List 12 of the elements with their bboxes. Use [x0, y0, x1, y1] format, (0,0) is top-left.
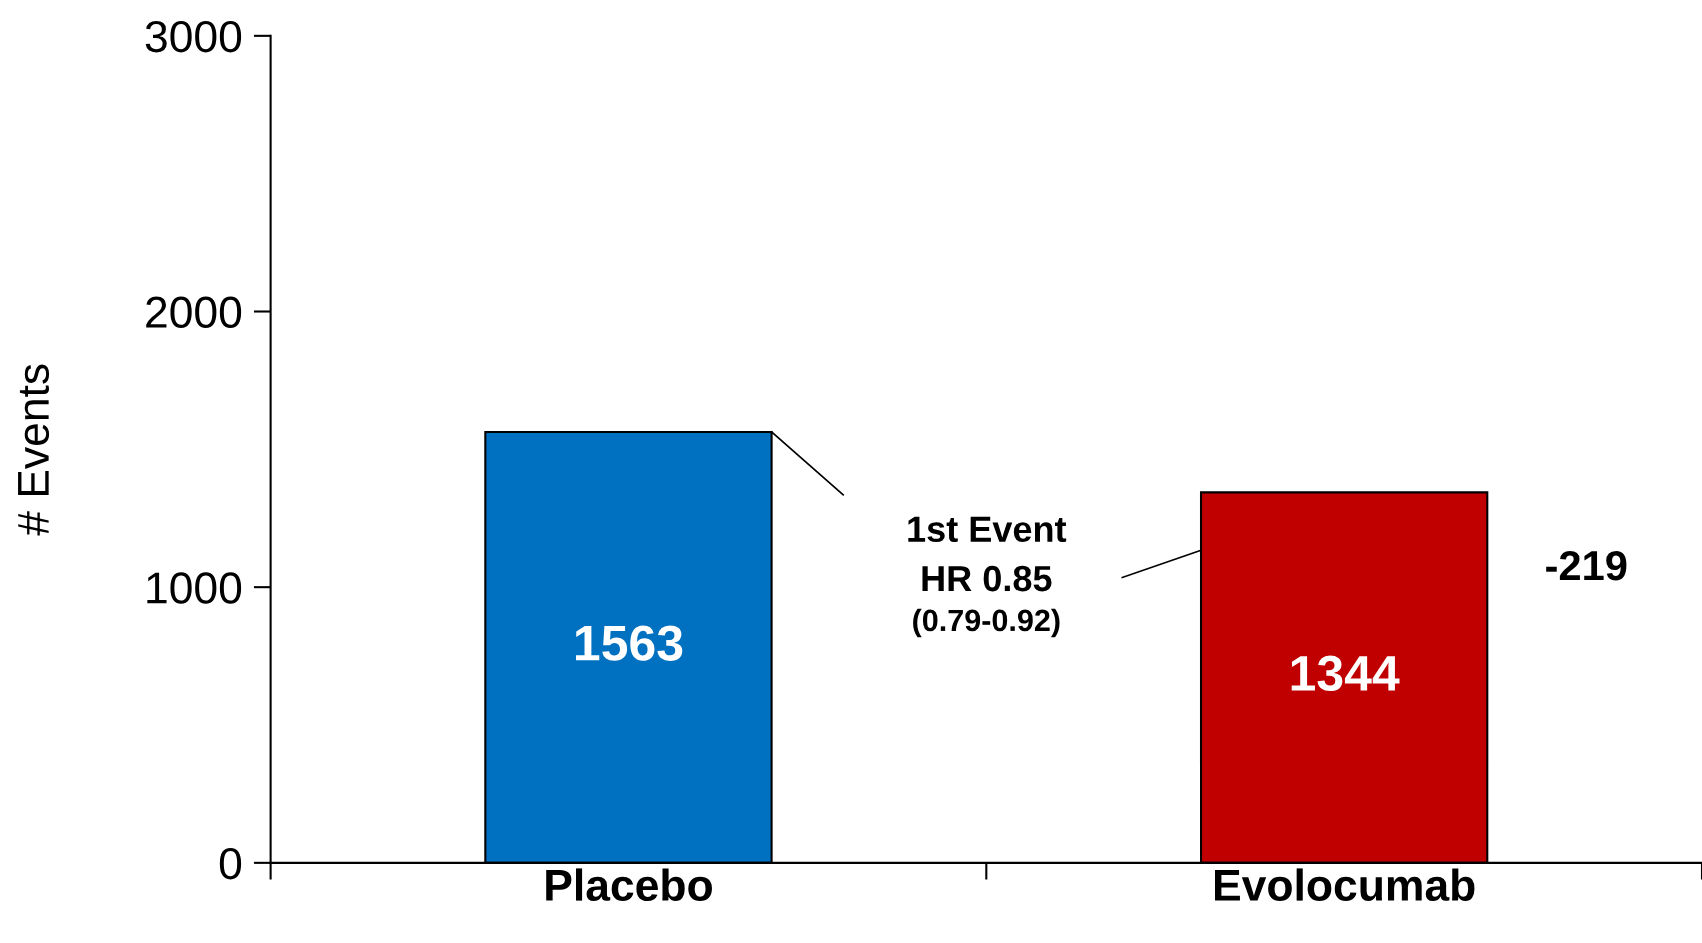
annotation: -219	[1546, 550, 1627, 581]
y-axis-title: # Events	[18, 364, 50, 536]
y-tick-label: 0	[219, 847, 242, 880]
data-label: 1563	[576, 625, 683, 661]
data-label: 1344	[1291, 655, 1400, 692]
x-tick-label: Placebo	[546, 868, 712, 902]
annotation: 1st Event HR 0.85	[908, 516, 1067, 592]
y-tick-label: 2000	[146, 296, 242, 329]
y-tick-label: 1000	[147, 572, 242, 604]
y-tick-label: 3000	[145, 20, 242, 53]
annotation: (0.79-0.92)	[913, 608, 1060, 638]
x-tick-label: Evolocumab	[1215, 868, 1475, 902]
